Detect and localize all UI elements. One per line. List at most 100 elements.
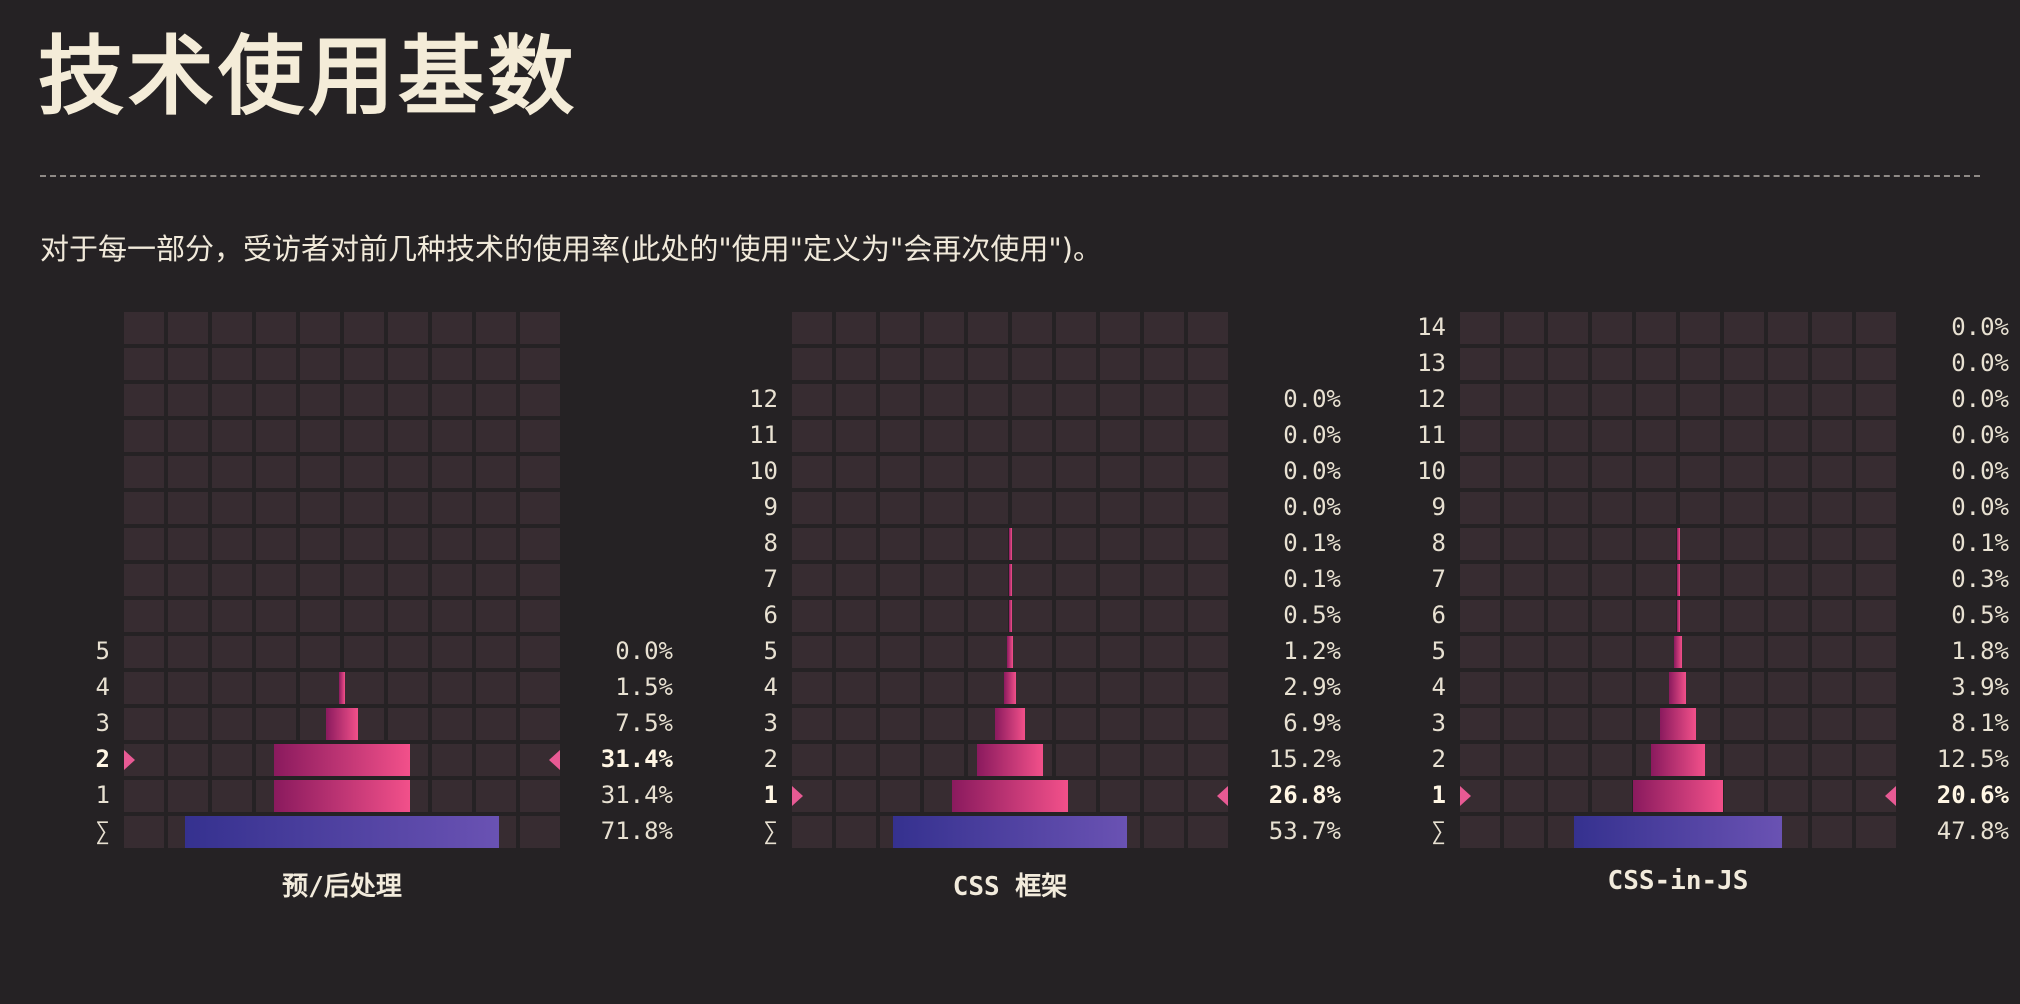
grid-cell [1724,348,1764,380]
row-label: 9 [763,493,778,521]
row-label: 6 [1431,601,1446,629]
grid-cell [1504,492,1544,524]
grid-cell [1188,708,1228,740]
grid-cell [1460,456,1500,488]
grid-cell [1636,456,1676,488]
grid-cell [1012,384,1052,416]
row-percentage: 0.0% [1951,313,2009,341]
grid-cell [1144,708,1184,740]
grid-cell [212,636,252,668]
grid-cell [1812,780,1852,812]
grid-cell [212,528,252,560]
grid-cell [1592,780,1632,812]
grid-cell [1460,744,1500,776]
grid-cell [968,672,1008,704]
grid-cell [256,456,296,488]
row-label: 5 [95,637,110,665]
grid-cell [968,600,1008,632]
grid-cell [924,492,964,524]
grid-cell [256,672,296,704]
grid-cell [1856,420,1896,452]
grid-cell [1548,312,1588,344]
row-label: 9 [1431,493,1446,521]
grid-cell [124,384,164,416]
grid-cell [1680,528,1720,560]
total-label: ∑ [95,817,110,845]
grid-cell [1812,384,1852,416]
grid-cell [1012,348,1052,380]
grid-cell [476,528,516,560]
row-bar [273,780,411,812]
grid-cell [836,348,876,380]
grid-cell [1056,744,1096,776]
grid-cell [432,600,472,632]
row-percentage: 3.9% [1951,673,2009,701]
grid-cell [520,600,560,632]
row-percentage: 1.8% [1951,637,2009,665]
grid-cell [1188,312,1228,344]
row-bar [1008,600,1012,632]
grid-cell [1812,600,1852,632]
grid-cell [1056,528,1096,560]
grid-cell [792,600,832,632]
grid-cell [256,636,296,668]
grid-cell [880,528,920,560]
row-percentage: 8.1% [1951,709,2009,737]
grid-cell [1856,348,1896,380]
grid-cell [212,348,252,380]
highlight-marker-right [1217,786,1228,806]
row-label: 5 [763,637,778,665]
grid-cell [1188,744,1228,776]
grid-cell [1504,384,1544,416]
grid-cell [1188,564,1228,596]
grid-cell [1504,348,1544,380]
grid-cell [792,492,832,524]
grid-cell [792,744,832,776]
grid-cell [1592,708,1632,740]
title-divider [40,175,1980,177]
row-percentage: 0.0% [1283,493,1341,521]
grid-cell [1768,420,1808,452]
grid-cell [1856,636,1896,668]
grid-cell [1144,312,1184,344]
grid-cell [1504,780,1544,812]
grid-cell [124,780,164,812]
grid-cell [1812,672,1852,704]
grid-cell [1460,600,1500,632]
total-label: ∑ [1431,817,1446,845]
grid-cell [836,384,876,416]
row-label: 7 [1431,565,1446,593]
grid-cell [1592,312,1632,344]
grid-cell [1100,564,1140,596]
grid-cell [476,636,516,668]
highlight-marker-left [1460,786,1471,806]
row-label: 11 [1417,421,1446,449]
grid-cell [968,456,1008,488]
row-bar [1633,780,1723,812]
row-percentage: 12.5% [1936,745,2009,773]
grid-cell [836,492,876,524]
grid-cell [300,384,340,416]
grid-cell [1100,636,1140,668]
grid-cell [836,744,876,776]
grid-cell [880,636,920,668]
grid-cell [432,348,472,380]
grid-cell [1144,420,1184,452]
grid-cell [1680,564,1720,596]
grid-cell [212,744,252,776]
grid-cell [1504,744,1544,776]
grid-cell [792,348,832,380]
grid-cell [1056,420,1096,452]
grid-cell [1680,636,1720,668]
grid-cell [1012,672,1052,704]
grid-cell [476,312,516,344]
grid-cell [968,420,1008,452]
grid-cell [168,636,208,668]
row-bar [1676,528,1680,560]
grid-cell [432,564,472,596]
grid-cell [388,564,428,596]
row-bar [1008,528,1012,560]
grid-cell [836,636,876,668]
grid-cell [168,492,208,524]
total-bar [1573,816,1783,848]
